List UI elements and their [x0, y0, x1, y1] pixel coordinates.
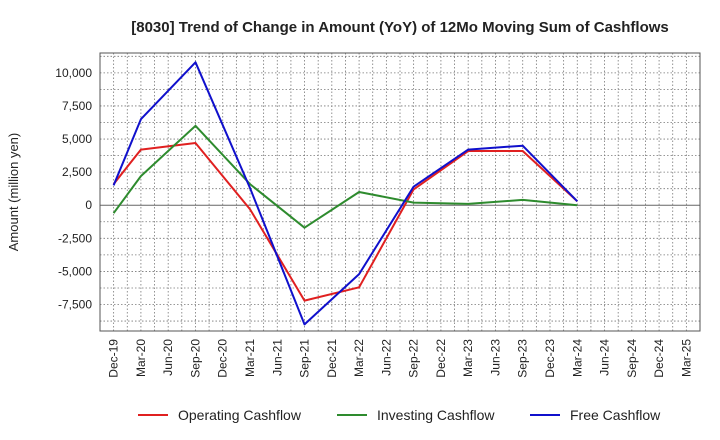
x-tick-label: Jun-21: [270, 339, 284, 376]
x-tick-label: Mar-23: [461, 339, 475, 377]
y-axis-label: Amount (million yen): [6, 133, 21, 252]
series-lines: [112, 61, 579, 326]
x-tick-label: Dec-24: [652, 339, 666, 378]
x-tick-label: Mar-20: [134, 339, 148, 377]
x-tick-label: Dec-22: [434, 339, 448, 378]
x-tick-label: Sep-21: [298, 339, 312, 378]
y-tick-label: 2,500: [62, 165, 92, 179]
legend-label-investing-cashflow: Investing Cashflow: [377, 407, 495, 423]
x-tick-label: Jun-23: [488, 339, 502, 376]
x-tick-label: Mar-22: [352, 339, 366, 377]
y-tick-label: 0: [85, 198, 92, 212]
plot-frame: [99, 52, 701, 332]
series-line-operating-cashflow: [112, 142, 578, 302]
chart-title: [8030] Trend of Change in Amount (YoY) o…: [131, 19, 669, 36]
x-tick-label: Mar-21: [243, 339, 257, 377]
x-tick-label: Mar-24: [570, 339, 584, 377]
y-tick-label: 7,500: [62, 99, 92, 113]
x-tick-labels: Dec-19 Mar-20 Jun-20 Sep-20 Dec-20 Mar-21 Jun-…: [107, 339, 694, 378]
x-tick-label: Mar-25: [679, 339, 693, 377]
legend-label-operating-cashflow: Operating Cashflow: [178, 407, 302, 423]
legend-label-free-cashflow: Free Cashflow: [570, 407, 661, 423]
grid-lines: [99, 53, 701, 331]
x-tick-label: Sep-22: [407, 339, 421, 378]
x-tick-label: Jun-24: [598, 339, 612, 376]
y-tick-label: -7,500: [58, 298, 92, 312]
x-tick-label: Dec-19: [107, 339, 121, 378]
x-tick-label: Dec-23: [543, 339, 557, 378]
y-tick-labels: 10,000 7,500 5,000 2,500 0 -2,500 -5,000 -7,500: [55, 66, 92, 312]
y-tick-label: 5,000: [62, 132, 92, 146]
series-line-free-cashflow: [112, 61, 579, 326]
y-tick-label: -5,000: [58, 264, 92, 278]
legend: Operating Cashflow Investing Cashflow Free…: [138, 407, 661, 423]
x-tick-label: Sep-23: [516, 339, 530, 378]
x-tick-label: Sep-20: [188, 339, 202, 378]
x-tick-label: Dec-20: [216, 339, 230, 378]
y-tick-label: -2,500: [58, 231, 92, 245]
x-tick-label: Jun-22: [379, 339, 393, 376]
y-tick-label: 10,000: [55, 66, 92, 80]
x-tick-label: Jun-20: [161, 339, 175, 376]
series-line-investing-cashflow: [112, 124, 578, 229]
x-tick-label: Dec-21: [325, 339, 339, 378]
x-tick-label: Sep-24: [625, 339, 639, 378]
